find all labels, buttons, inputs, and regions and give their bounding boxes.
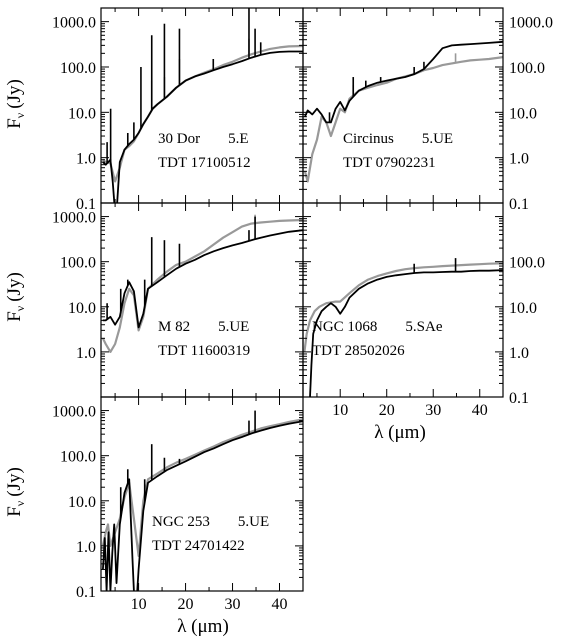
panel-circinus-y-tick-label: 10.0 (509, 105, 537, 122)
panel-30dor-series-1-line (102, 50, 303, 203)
panel-ngc253-y-tick-label: 1.0 (76, 539, 96, 556)
panel-m82-series-0-line (101, 218, 303, 353)
panel-30dor-label-line1: 30 Dor 5.E (158, 131, 249, 147)
panel-m82-classification: 5.UE (218, 319, 249, 335)
y-axis-title-top: Fν (Jy) (4, 79, 27, 129)
panel-ngc253-y-tick-label: 100.0 (60, 449, 96, 466)
panel-m82-series-1-line (102, 229, 303, 329)
panel-m82-y-tick-label: 1.0 (76, 345, 96, 362)
panel-30dor: 0.1 1.0 10.0 100.0 1000.0 30 Dor 5.E TDT 171005… (52, 7, 304, 213)
panel-ngc253-plot-area (101, 410, 303, 591)
y-axis-title-bottom: Fν (Jy) (4, 467, 27, 517)
y-axis-title-bottom-sub: ν (13, 500, 27, 506)
panel-30dor-ticks (101, 7, 303, 204)
panel-circinus-object-name: Circinus (343, 131, 394, 147)
y-axis-title-middle-sub: ν (13, 305, 27, 311)
axis-titles: Fν (Jy) Fν (Jy) Fν (Jy) λ (μm) λ (μm) (4, 79, 426, 637)
panel-m82-plot-area (101, 214, 303, 353)
panel-ngc1068-series-0-line (303, 262, 503, 353)
panel-ngc1068-label-line1: NGC 1068 5.SAe (312, 319, 443, 335)
panel-ngc1068-x-tick-label: 20 (379, 402, 395, 419)
panel-m82-y-tick-label: 100.0 (60, 255, 96, 272)
panel-ngc253-frame (100, 396, 304, 592)
panel-ngc1068-frame (302, 202, 504, 398)
panel-ngc1068-x-tick-label: 10 (332, 402, 348, 419)
panel-ngc1068-plot-area (303, 258, 503, 397)
panel-ngc253-series-0-line (101, 418, 303, 558)
panel-30dor-y-tick-label: 0.1 (76, 196, 96, 213)
panel-m82-label-line2: TDT 11600319 (158, 343, 250, 359)
panel-ngc253: 0.1 1.0 10.0 100.0 1000.0 10 20 30 40 NGC 253 5.UE… (52, 396, 304, 613)
panel-m82-ticks (101, 202, 303, 398)
panel-circinus-classification: 5.UE (422, 131, 453, 147)
panel-ngc253-ticks (101, 396, 303, 592)
panel-30dor-label-line2: TDT 17100512 (158, 155, 251, 171)
panel-ngc1068-classification: 5.SAe (405, 319, 442, 335)
panel-30dor-y-tick-label: 1000.0 (52, 15, 96, 32)
panel-30dor-plot-area (102, 8, 303, 203)
panel-circinus-y-tick-label: 0.1 (509, 196, 529, 213)
panel-ngc253-label-line1: NGC 253 5.UE (152, 514, 269, 530)
panel-ngc253-y-tick-label: 0.1 (76, 584, 96, 601)
panel-30dor-y-tick-label: 100.0 (60, 60, 96, 77)
panel-ngc1068-y-tick-label: 0.1 (509, 390, 529, 407)
panel-30dor-y-tick-label: 10.0 (68, 105, 96, 122)
panel-circinus: 0.1 1.0 10.0 100.0 1000.0 Circinus 5.UE TDT 079… (302, 7, 553, 213)
panel-m82-frame (100, 202, 304, 398)
panel-ngc1068-y-tick-label: 10.0 (509, 300, 537, 317)
panel-m82-object-name: M 82 (158, 319, 190, 335)
panel-ngc253-label-line2: TDT 24701422 (152, 538, 245, 554)
y-axis-title-top-sub: ν (13, 112, 27, 118)
panel-30dor-classification: 5.E (228, 131, 248, 147)
panel-m82-y-tick-label: 10.0 (68, 300, 96, 317)
panel-ngc253-x-tick-label: 30 (225, 596, 241, 613)
panel-circinus-label-line1: Circinus 5.UE (343, 131, 453, 147)
panel-circinus-frame (302, 7, 504, 204)
y-axis-title-bottom-unit: (Jy) (4, 467, 25, 497)
panel-circinus-label-line2: TDT 07902231 (343, 155, 436, 171)
panel-circinus-series-1-line (304, 40, 503, 124)
panel-circinus-y-tick-label: 1000.0 (509, 15, 553, 32)
y-axis-title-middle-main: F (4, 311, 25, 322)
panel-ngc1068-y-tick-label: 1.0 (509, 345, 529, 362)
panel-m82-y-tick-label: 1000.0 (52, 210, 96, 227)
panel-ngc1068-x-tick-label: 30 (425, 402, 441, 419)
panel-m82-label-line1: M 82 5.UE (158, 319, 249, 335)
panel-ngc253-object-name: NGC 253 (152, 514, 210, 530)
x-axis-title-right: λ (μm) (374, 422, 426, 443)
panel-circinus-ticks (303, 7, 503, 204)
panel-30dor-object-name: 30 Dor (158, 131, 200, 147)
y-axis-title-top-unit: (Jy) (4, 79, 25, 109)
y-axis-title-middle: Fν (Jy) (4, 272, 27, 322)
y-axis-title-top-main: F (4, 118, 25, 129)
y-axis-title-bottom-main: F (4, 506, 25, 517)
y-axis-title-middle-unit: (Jy) (4, 272, 25, 302)
x-axis-title-left: λ (μm) (177, 616, 229, 637)
panel-ngc1068-object-name: NGC 1068 (312, 319, 377, 335)
panel-30dor-y-tick-label: 1.0 (76, 151, 96, 168)
panel-ngc1068-ticks (303, 202, 503, 398)
panel-ngc253-y-tick-label: 10.0 (68, 494, 96, 511)
panel-ngc253-x-tick-label: 20 (178, 596, 194, 613)
panel-ngc253-x-tick-label: 40 (272, 596, 288, 613)
panel-m82: 1.0 10.0 100.0 1000.0 M 82 5.UE TDT 11600319 (52, 202, 304, 398)
panel-ngc253-classification: 5.UE (238, 514, 269, 530)
panel-ngc1068-x-tick-label: 40 (472, 402, 488, 419)
panel-30dor-frame (100, 7, 304, 204)
panel-ngc253-x-tick-label: 10 (131, 596, 147, 613)
panel-circinus-y-tick-label: 1.0 (509, 151, 529, 168)
panel-circinus-plot-area (303, 40, 503, 183)
panel-ngc1068-label-line2: TDT 28502026 (312, 343, 405, 359)
panel-ngc253-y-tick-label: 1000.0 (52, 404, 96, 421)
panel-ngc1068: 0.1 1.0 10.0 100.0 10 20 30 40 NGC 1068 5.SAeTDT … (302, 202, 545, 419)
panel-ngc1068-series-1-line (309, 269, 503, 397)
panel-circinus-y-tick-label: 100.0 (509, 60, 545, 77)
panel-ngc1068-y-tick-label: 100.0 (509, 255, 545, 272)
